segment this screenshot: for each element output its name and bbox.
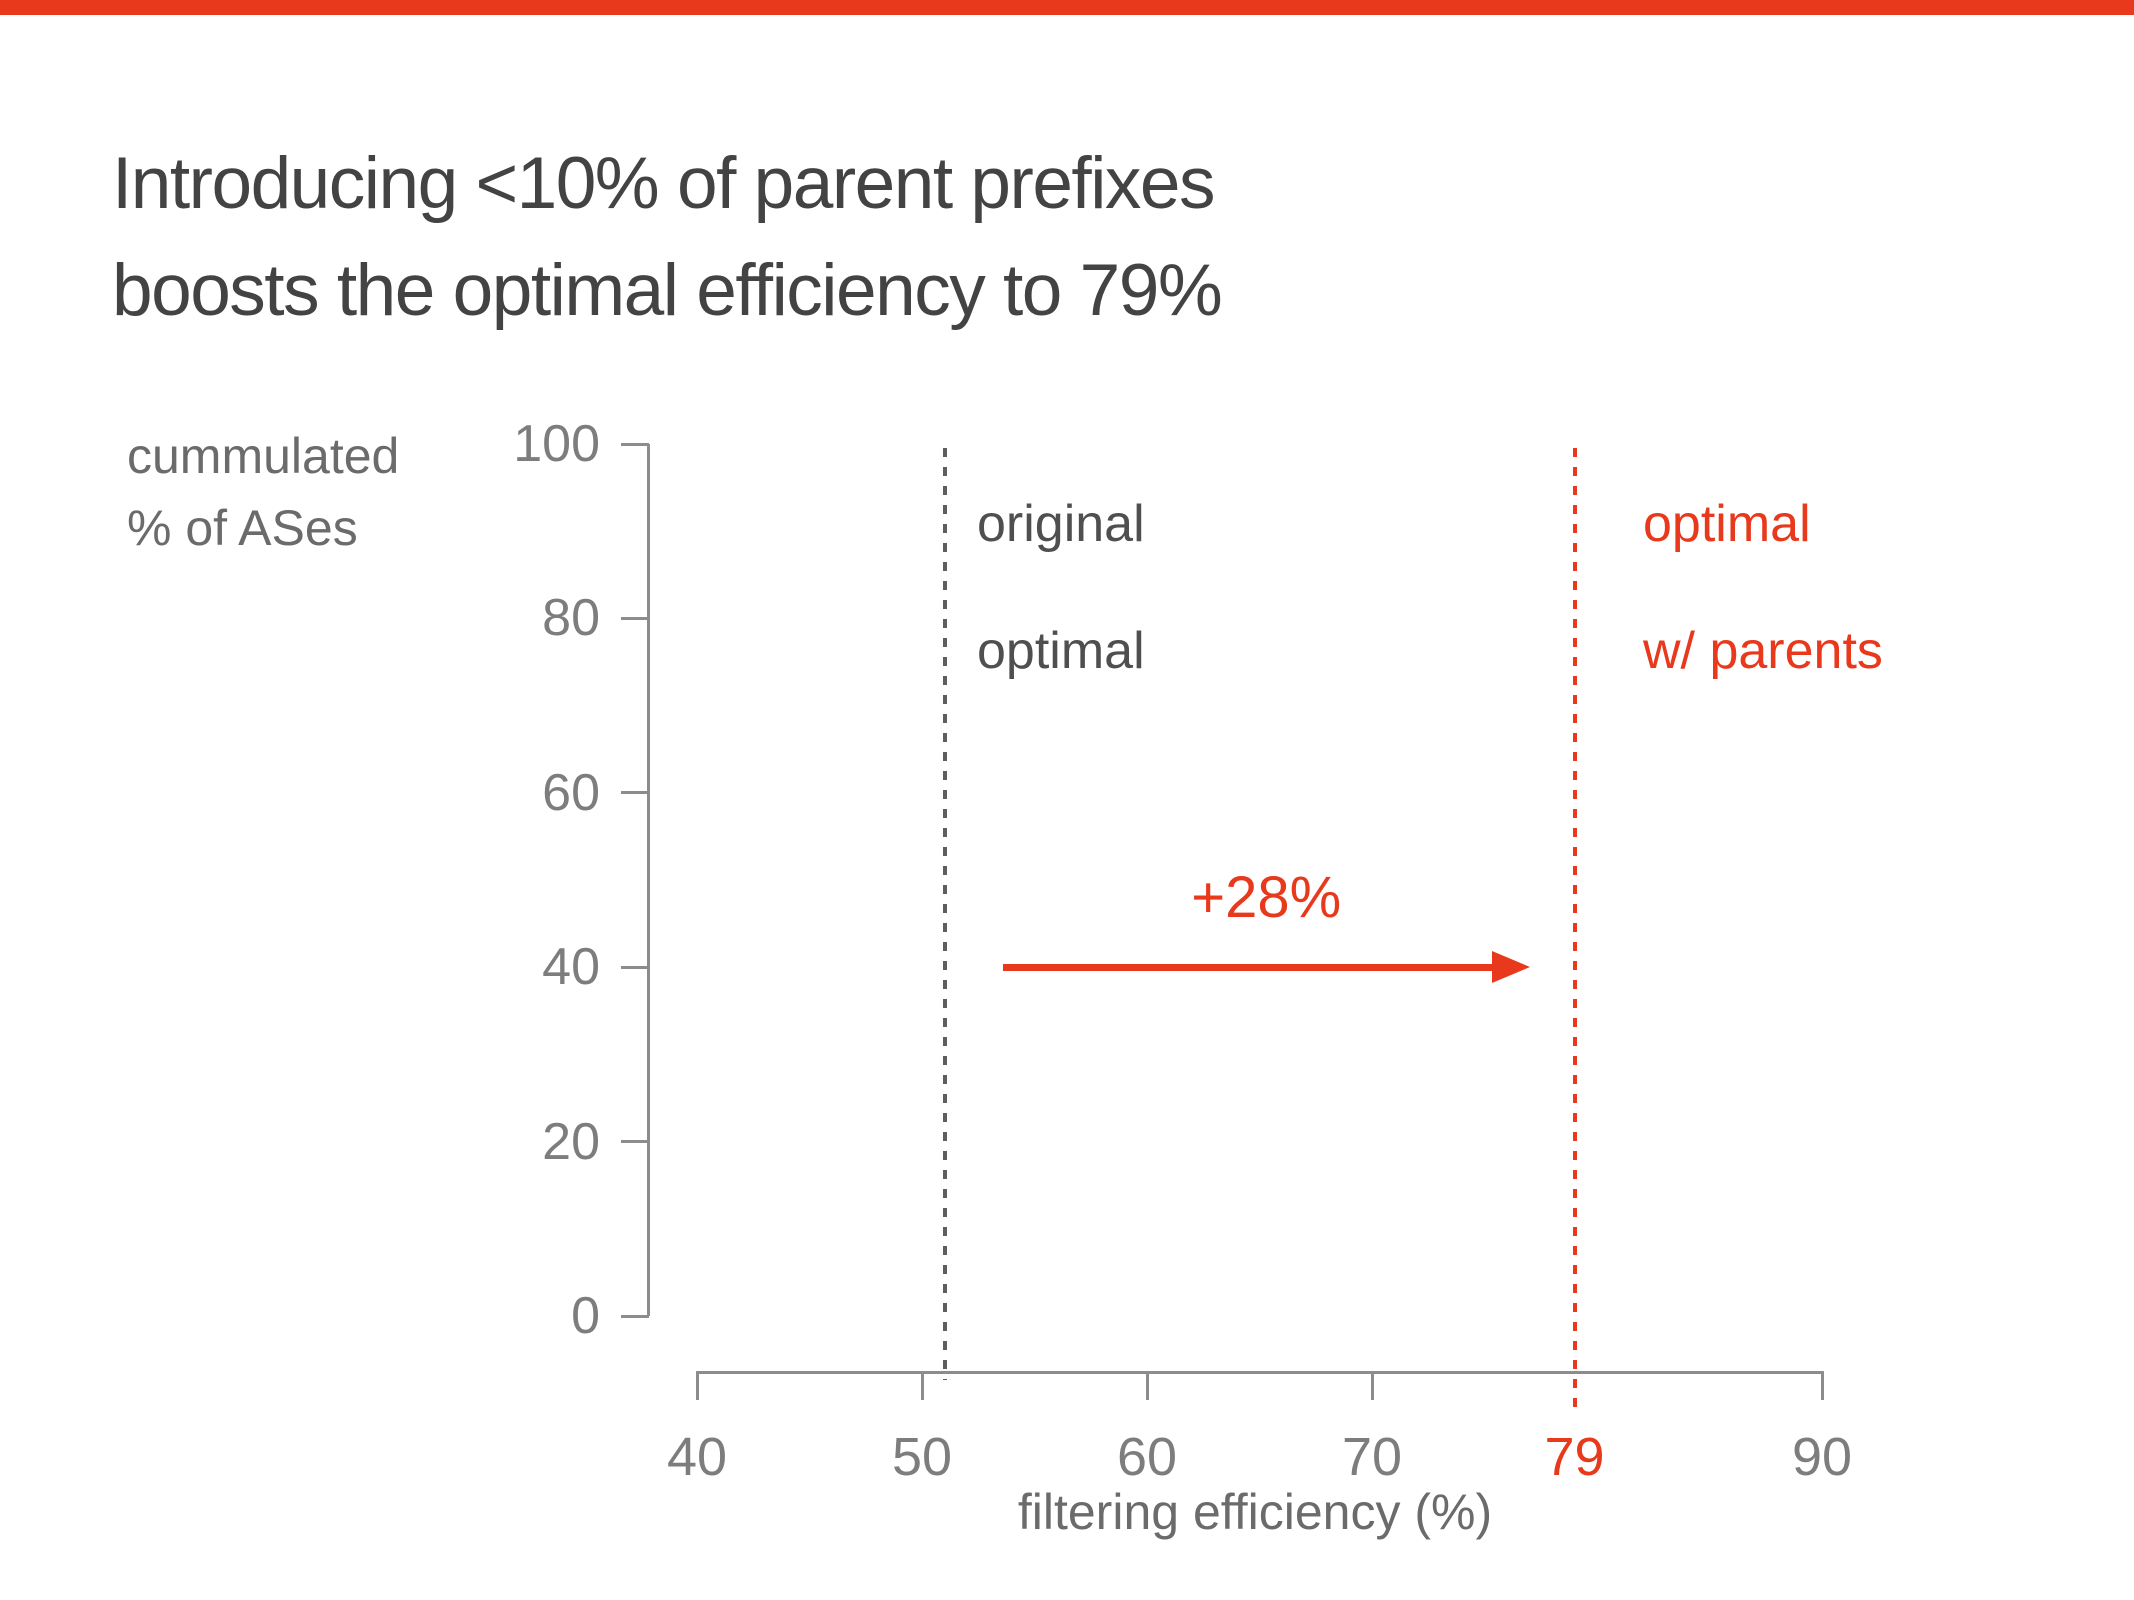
x-tick-mark xyxy=(1820,1371,1824,1400)
x-tick-label: 70 xyxy=(1341,1427,1403,1487)
x-axis-title: filtering efficiency (%) xyxy=(1017,1484,1493,1540)
y-tick-mark xyxy=(621,791,649,795)
y-axis-title: cummulated % of ASes xyxy=(127,420,399,564)
slide-title-line-2: boosts the optimal efficiency to 79% xyxy=(112,250,1223,331)
x-tick-label: 90 xyxy=(1791,1427,1853,1487)
x-tick-label: 79 xyxy=(1544,1427,1605,1487)
y-tick-mark xyxy=(621,965,649,969)
x-tick-label: 40 xyxy=(666,1427,728,1487)
y-axis-title-line-2: % of ASes xyxy=(127,500,358,556)
optimal-with-parents-label-line-2: w/ parents xyxy=(1643,622,1883,680)
original-optimal-label-line-2: optimal xyxy=(977,622,1145,680)
x-tick-mark xyxy=(920,1371,924,1400)
original-optimal-label: original optimal xyxy=(977,461,1145,715)
x-tick-label: 60 xyxy=(1116,1427,1178,1487)
optimal-with-parents-label-line-1: optimal xyxy=(1643,495,1811,553)
y-tick-mark xyxy=(621,1140,649,1144)
original-optimal-marker-line xyxy=(942,448,947,1380)
y-tick-label: 80 xyxy=(542,589,600,648)
y-tick-label: 60 xyxy=(542,763,600,822)
y-tick-mark xyxy=(621,1314,649,1318)
y-tick-label: 40 xyxy=(542,938,600,997)
original-optimal-label-line-1: original xyxy=(977,495,1145,553)
x-tick-mark xyxy=(1370,1371,1374,1400)
x-axis-line xyxy=(697,1371,1822,1374)
y-tick-mark xyxy=(621,616,649,620)
gain-arrow-shaft xyxy=(1003,964,1492,971)
gain-arrow-head-icon xyxy=(1491,951,1530,983)
x-tick-mark xyxy=(695,1371,699,1400)
y-tick-mark xyxy=(621,442,649,446)
x-tick-label: 50 xyxy=(891,1427,953,1487)
y-axis-title-line-1: cummulated xyxy=(127,428,400,484)
optimal-with-parents-marker-line xyxy=(1572,448,1577,1410)
slide-title-line-1: Introducing <10% of parent prefixes xyxy=(112,143,1216,224)
optimal-with-parents-label: optimal w/ parents xyxy=(1643,461,1883,715)
top-accent-bar xyxy=(0,0,2134,15)
y-tick-label: 100 xyxy=(513,415,600,473)
y-tick-label: 0 xyxy=(571,1287,600,1345)
y-tick-label: 20 xyxy=(542,1112,600,1171)
y-axis-line xyxy=(647,444,650,1316)
gain-arrow-label: +28% xyxy=(1191,865,1342,930)
x-tick-mark xyxy=(1145,1371,1149,1400)
slide-title: Introducing <10% of parent prefixes boos… xyxy=(112,130,1223,344)
